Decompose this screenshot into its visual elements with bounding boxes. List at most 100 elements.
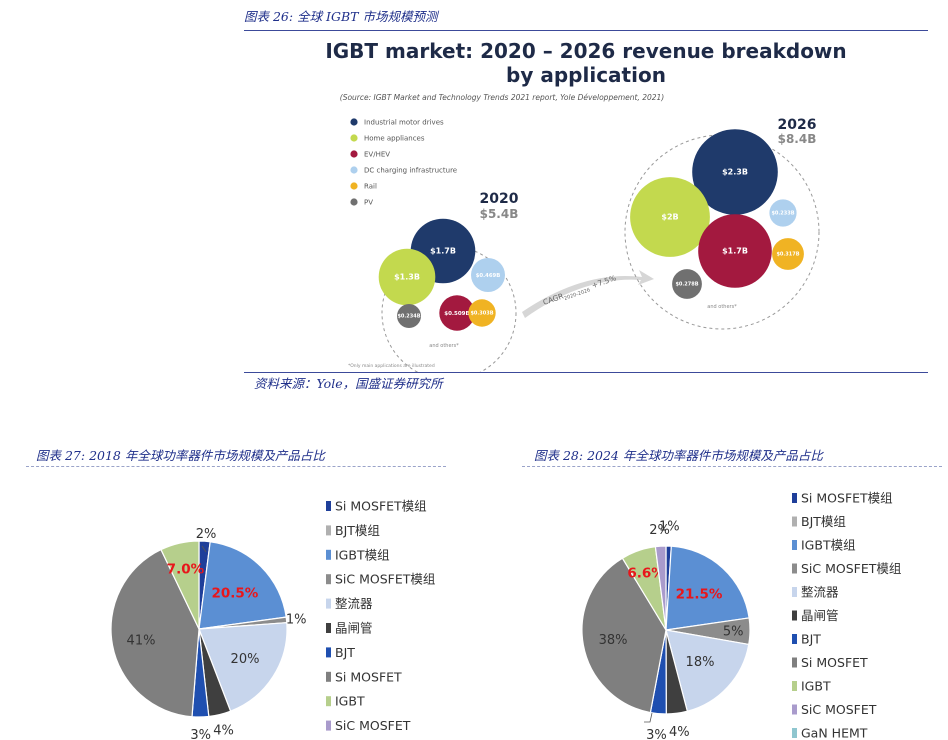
bubble-label: $2B: [661, 213, 678, 222]
legend-swatch: [326, 598, 331, 609]
leader-line: [201, 545, 207, 553]
pie-data-label: 2%: [196, 527, 217, 542]
and-others-2020: and others*: [429, 343, 459, 349]
bubble-label: $1.3B: [394, 273, 420, 282]
legend-swatch: [792, 493, 797, 503]
bubble: [698, 214, 772, 288]
pie-data-label: 3%: [646, 728, 667, 740]
legend-swatch: [792, 587, 797, 597]
legend-label: Si MOSFET: [335, 669, 402, 684]
legend-swatch: [792, 704, 797, 715]
legend-swatch: [792, 681, 797, 691]
legend-label: EV/HEV: [364, 151, 390, 159]
bubble-label: $0.233B: [771, 211, 794, 217]
fig27-chart: 20.5% 1% 20% 4% 3% 41% 7.0% 2% Si MOSFET模组 BJT模组 I…: [20, 470, 460, 740]
legend-swatch: [326, 623, 331, 633]
legend-swatch: [326, 525, 331, 536]
legend-label: Rail: [364, 183, 377, 191]
pie-slice: [110, 548, 200, 718]
legend-swatch: [792, 516, 797, 527]
legend-swatch: [326, 501, 331, 511]
fig28-caption: 图表 28: 2024 年全球功率器件市场规模及产品占比: [534, 448, 823, 463]
legend-label: SiC MOSFET模组: [801, 561, 901, 576]
legend-swatch: [792, 610, 797, 621]
pie-data-label: 7.0%: [167, 561, 205, 577]
pie-data-label: 4%: [213, 723, 234, 738]
legend-marker: [350, 134, 358, 142]
infographic-title-line1: IGBT market: 2020 – 2026 revenue breakdo…: [325, 39, 846, 63]
fig26-top-rule: [244, 30, 928, 31]
bubble: [378, 248, 436, 306]
cagr-label: CAGR2020-2026+7.5%: [542, 273, 618, 308]
legend-label: PV: [364, 199, 373, 207]
year-2020-label: 2020: [480, 191, 519, 207]
pie-data-label: 1%: [659, 519, 680, 534]
total-2020-label: $5.4B: [480, 207, 519, 221]
fig28-chart: 1% 21.5% 5% 18% 4% 3% 38% 6.6% 2% Si MOSFET模组 BJT模…: [520, 470, 948, 740]
legend-label: Home appliances: [364, 135, 425, 143]
cluster-2020-outline: [381, 245, 517, 372]
bubble: [468, 299, 496, 327]
legend-label: Si MOSFET模组: [335, 499, 427, 514]
bubble: [397, 304, 421, 328]
pie-data-label: 20.5%: [211, 585, 258, 601]
legend-swatch: [792, 634, 797, 644]
legend-label: IGBT模组: [335, 547, 390, 562]
bubble-label: $0.234B: [397, 314, 420, 320]
legend-marker: [350, 198, 358, 206]
fig28-rule: [522, 466, 942, 467]
bubble-label: $0.469B: [476, 273, 500, 279]
pie-data-label: 18%: [686, 655, 715, 670]
bubble: [772, 238, 804, 270]
bubble: [439, 295, 475, 331]
pie-data-label: 4%: [669, 725, 690, 740]
pie-data-label: 2%: [649, 523, 670, 538]
bubble-label: $0.303B: [470, 311, 493, 317]
pie-data-label: 6.6%: [627, 565, 665, 581]
legend-label: IGBT: [335, 694, 365, 709]
year-2026-label: 2026: [778, 117, 817, 133]
legend-label: BJT模组: [335, 523, 380, 538]
legend-swatch: [792, 728, 797, 738]
legend-label: DC charging infrastructure: [364, 167, 457, 175]
legend-label: SiC MOSFET模组: [335, 572, 435, 587]
legend-label: 整流器: [801, 585, 839, 600]
bubble-label: $2.3B: [722, 168, 748, 177]
pie-data-label: 20%: [231, 652, 260, 667]
fig27-rule: [26, 466, 446, 467]
legend-swatch: [326, 696, 331, 707]
legend-swatch: [792, 657, 797, 668]
pie-slice: [160, 540, 200, 630]
pie-data-label: 3%: [190, 728, 211, 740]
pie-data-label: 1%: [286, 612, 307, 627]
infographic-title-line2: by application: [506, 63, 666, 87]
bubble-label: $0.317B: [776, 252, 799, 258]
pie-slice: [198, 541, 287, 630]
legend-marker: [350, 182, 358, 190]
legend-marker: [350, 166, 358, 174]
and-others-2026: and others*: [707, 304, 737, 310]
legend-label: BJT: [335, 645, 355, 660]
legend-label: Si MOSFET: [801, 655, 868, 670]
bubble-chart-svg: IGBT market: 2020 – 2026 revenue breakdo…: [325, 39, 847, 372]
legend-swatch: [326, 720, 331, 731]
pie-chart-2018: 20.5% 1% 20% 4%3% 41% 7.0% 2% Si MOSFET模组 BJT模组 I…: [110, 499, 435, 740]
bubble: [471, 258, 505, 292]
pie-slice: [581, 557, 667, 714]
leader-line: [644, 712, 653, 723]
legend-label: IGBT模组: [801, 538, 856, 553]
legend-label: BJT模组: [801, 514, 846, 529]
pie-slice: [654, 545, 667, 631]
bubble-label: $1.7B: [722, 247, 748, 256]
bubble: [692, 129, 778, 215]
bubble-label: $1.7B: [430, 247, 456, 256]
bubbles-2020: $1.7B $1.3B $0.509B $0.234B $0.303B $0.469B: [378, 218, 505, 331]
legend-label: Industrial motor drives: [364, 119, 444, 127]
legend-label: 整流器: [335, 596, 373, 611]
total-2026-label: $8.4B: [778, 132, 817, 146]
infographic-footnote: *Only main applications are illustrated: [348, 363, 435, 369]
pie-data-label: 5%: [723, 625, 744, 640]
bubble-label: $0.278B: [675, 282, 698, 288]
legend-label: SiC MOSFET: [335, 718, 411, 733]
legend-label: 晶闸管: [801, 608, 839, 623]
